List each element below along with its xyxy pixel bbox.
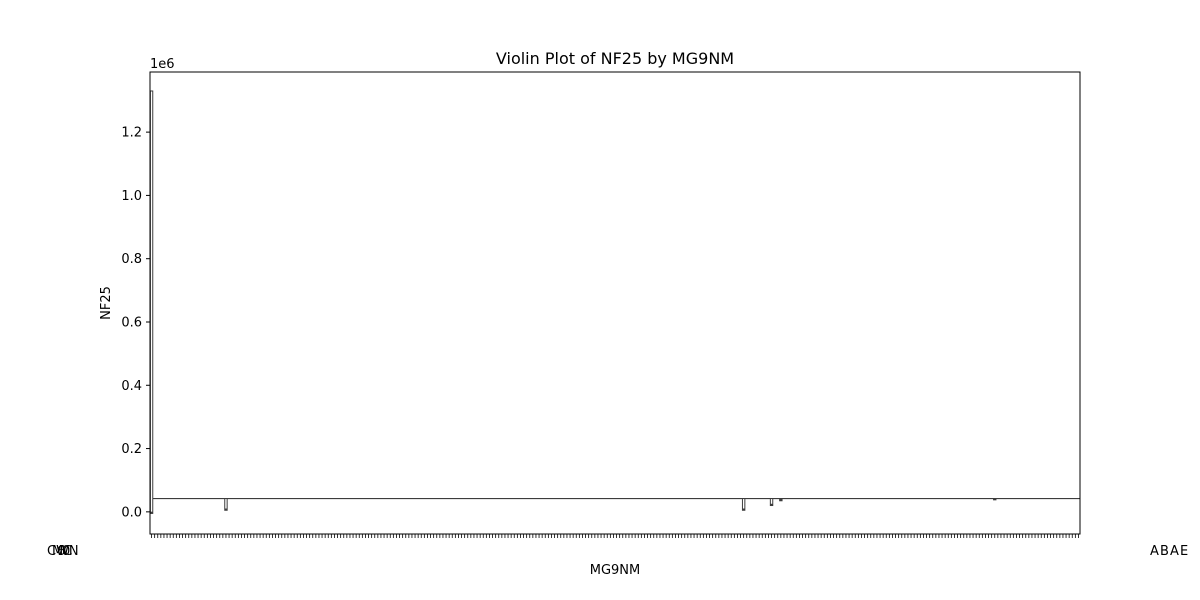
x-tick-label-left-1: MC	[52, 544, 72, 559]
x-tick-label-left-3: 0	[62, 544, 70, 559]
y-tick-label-6: 1.2	[121, 126, 142, 141]
y-axis: 0.0 0.2 0.4 0.6 0.8 1.0 1.2	[121, 126, 150, 520]
violin-0	[149, 90, 154, 514]
y-axis-label: NF25	[99, 286, 114, 320]
x-tick-label-left-2: 6	[57, 544, 65, 559]
y-tick-label-5: 1.0	[121, 189, 142, 204]
x-axis-label: MG9NM	[590, 563, 641, 578]
violin-191	[741, 498, 746, 511]
y-tick-label-2: 0.4	[121, 379, 142, 394]
y-tick-label-1: 0.2	[121, 442, 142, 457]
y-offset-label: 1e6	[150, 57, 175, 72]
x-tick-label-right-3: E	[1180, 544, 1188, 559]
x-tick-label-right-2: A	[1170, 544, 1179, 559]
plot-frame	[149, 71, 1081, 535]
chart-title: Violin Plot of NF25 by MG9NM	[496, 49, 734, 68]
x-tick-label-left-0: CWN	[47, 544, 79, 559]
y-tick-label-0: 0.0	[121, 505, 142, 520]
violin-200	[769, 498, 774, 507]
violin-24	[224, 498, 228, 511]
y-tick-label-3: 0.6	[121, 315, 142, 330]
x-tick-label-right-1: B	[1160, 544, 1169, 559]
x-tick-label-right-0: A	[1150, 544, 1159, 559]
plot-marks	[149, 90, 1080, 514]
y-tick-label-4: 0.8	[121, 252, 142, 267]
